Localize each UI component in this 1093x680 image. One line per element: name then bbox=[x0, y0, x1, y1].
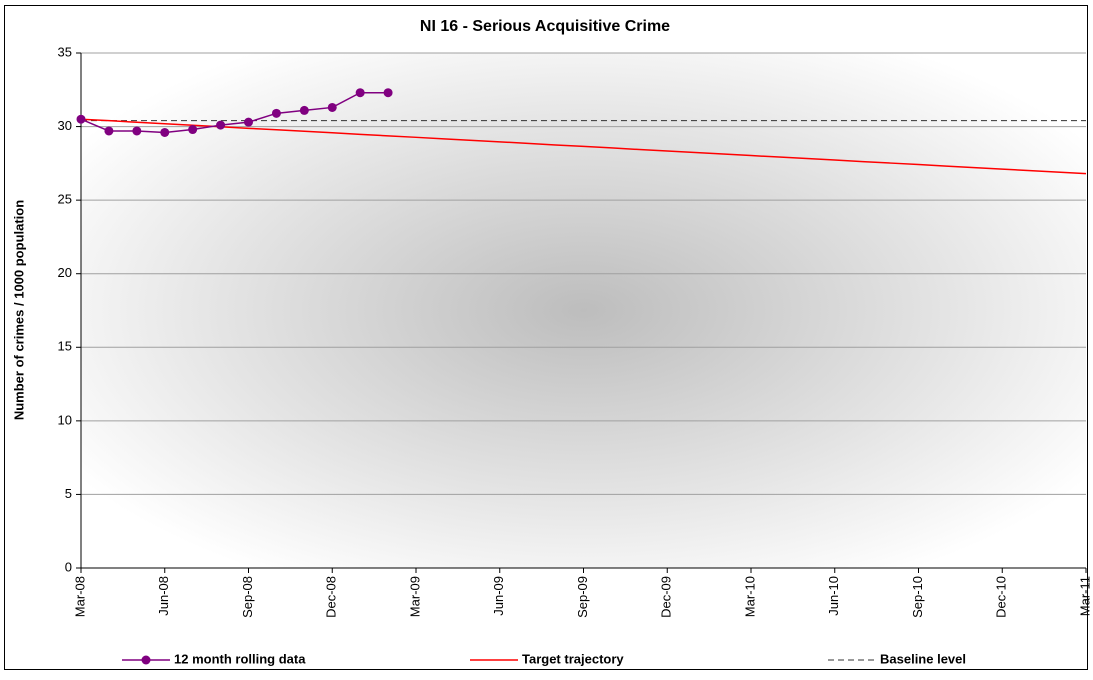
y-tick-label: 10 bbox=[58, 412, 72, 427]
x-tick-label: Mar-11 bbox=[1077, 576, 1092, 616]
x-tick-label: Mar-10 bbox=[742, 576, 757, 617]
data-point bbox=[244, 117, 253, 127]
data-point bbox=[188, 125, 198, 135]
x-tick-label: Sep-10 bbox=[910, 576, 925, 618]
data-point bbox=[383, 88, 393, 98]
y-tick-label: 5 bbox=[65, 486, 72, 501]
data-point bbox=[299, 105, 309, 115]
x-tick-label: Dec-08 bbox=[324, 576, 339, 618]
x-tick-label: Dec-10 bbox=[994, 576, 1009, 618]
data-point bbox=[355, 88, 365, 98]
data-point bbox=[271, 108, 281, 118]
data-point bbox=[216, 120, 226, 130]
legend-label: Target trajectory bbox=[522, 651, 624, 666]
x-tick-label: Jun-08 bbox=[156, 576, 171, 616]
x-tick-label: Sep-09 bbox=[575, 576, 590, 618]
data-point bbox=[76, 114, 86, 124]
x-tick-label: Mar-09 bbox=[407, 576, 422, 617]
x-tick-label: Dec-09 bbox=[659, 576, 674, 618]
plot-area bbox=[81, 53, 1086, 568]
data-point bbox=[132, 126, 142, 136]
x-tick-label: Mar-08 bbox=[72, 576, 87, 617]
y-tick-label: 0 bbox=[65, 559, 72, 574]
data-point bbox=[160, 127, 170, 137]
legend-label: 12 month rolling data bbox=[174, 651, 306, 666]
y-axis-label: Number of crimes / 1000 population bbox=[11, 200, 26, 420]
x-tick-label: Jun-10 bbox=[826, 576, 841, 616]
data-point bbox=[104, 126, 114, 136]
y-tick-label: 25 bbox=[58, 192, 72, 207]
x-tick-label: Jun-09 bbox=[491, 576, 506, 616]
y-tick-label: 30 bbox=[58, 118, 72, 133]
legend-marker bbox=[141, 655, 151, 665]
legend-label: Baseline level bbox=[880, 651, 966, 666]
y-tick-label: 35 bbox=[58, 44, 72, 59]
y-tick-label: 15 bbox=[58, 339, 72, 354]
y-tick-label: 20 bbox=[58, 265, 72, 280]
x-tick-label: Sep-08 bbox=[240, 576, 255, 618]
chart-title: NI 16 - Serious Acquisitive Crime bbox=[420, 18, 670, 35]
series-line bbox=[80, 91, 389, 134]
series-line bbox=[80, 118, 1087, 175]
data-point bbox=[327, 102, 337, 112]
